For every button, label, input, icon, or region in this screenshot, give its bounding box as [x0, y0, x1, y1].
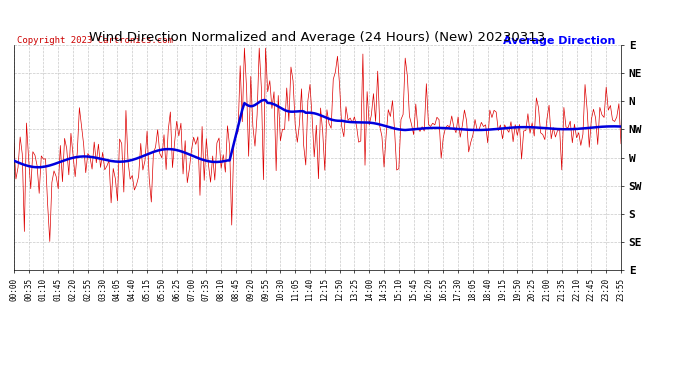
Text: Copyright 2023 Cartronics.com: Copyright 2023 Cartronics.com: [17, 36, 172, 45]
Text: Average Direction: Average Direction: [502, 36, 615, 46]
Title: Wind Direction Normalized and Average (24 Hours) (New) 20230313: Wind Direction Normalized and Average (2…: [89, 31, 546, 44]
